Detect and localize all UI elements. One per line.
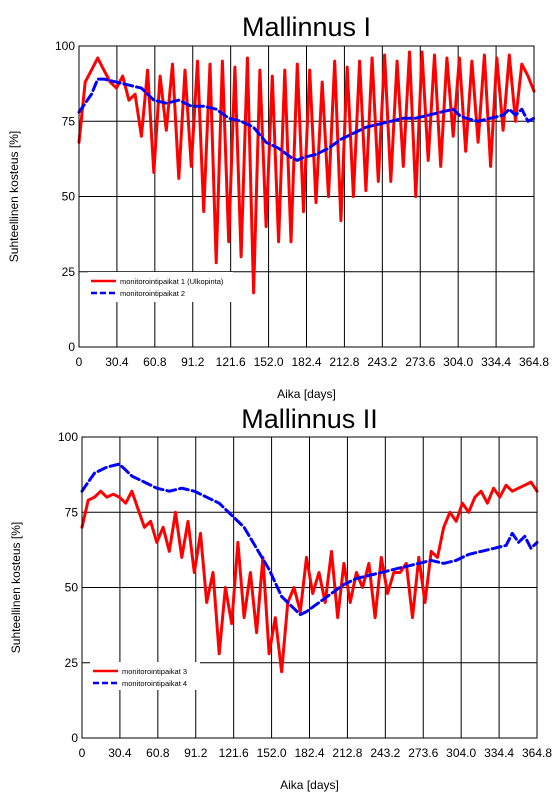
x-tick-label: 182.4 [291,355,321,369]
x-tick-label: 0 [76,355,83,369]
chart-title: Mallinnus I [242,12,371,42]
y-tick-label: 75 [65,505,79,519]
legend-box [88,272,233,302]
x-tick-label: 364.8 [522,746,552,760]
y-axis-label: Suhteellinen kosteus [%] [7,131,21,262]
x-tick-label: 91.2 [181,355,205,369]
series-line-2 [77,77,536,162]
x-tick-label: 60.8 [143,355,167,369]
x-tick-label: 152.0 [254,355,284,369]
x-tick-label: 212.8 [332,746,362,760]
chart-title: Mallinnus II [241,404,378,434]
x-tick-label: 121.6 [216,355,246,369]
x-tick-label: 0 [79,746,86,760]
x-tick-label: 60.8 [146,746,170,760]
x-tick-label: 243.2 [367,355,397,369]
x-tick-label: 304.0 [443,355,473,369]
y-tick-label: 0 [71,731,78,745]
legend: monitorointipaikat 1 (Ulkopinta) monitoro… [88,272,233,302]
series-line-2 [80,462,539,617]
series-line-1 [80,480,539,674]
y-tick-label: 25 [65,656,79,670]
legend-label: monitorointipaikat 3 [122,667,187,676]
x-tick-label: 364.8 [519,355,549,369]
plot-frame [78,45,535,348]
x-tick-label: 273.6 [405,355,435,369]
x-tick-label: 182.4 [294,746,324,760]
series-line-1 [77,50,536,295]
y-tick-label: 50 [62,190,76,204]
x-tick-label: 152.0 [257,746,287,760]
x-tick-label: 91.2 [184,746,208,760]
x-axis-label: Aika [days] [277,387,336,401]
chart-mallinnus-2: 0 30.4 60.8 91.2 121.6 152.0 182.4 212.8 243.2 27… [9,404,552,792]
x-tick-label: 334.4 [481,355,511,369]
x-tick-label: 212.8 [329,355,359,369]
y-tick-label: 75 [62,114,76,128]
y-axis-label: Suhteellinen kosteus [%] [9,522,23,653]
x-axis-label: Aika [days] [280,778,339,792]
x-tick-label: 273.6 [408,746,438,760]
y-tick-label: 0 [68,340,75,354]
x-tick-label: 334.4 [484,746,514,760]
legend-label: monitorointipaikat 2 [120,289,185,298]
legend: monitorointipaikat 3 monitorointipaikat 4 [90,662,200,690]
chart-mallinnus-1: 0 30.4 60.8 91.2 121.6 152.0 182.4 212.8 243.2 27… [7,12,549,401]
plot-frame [81,436,538,739]
x-tick-label: 243.2 [370,746,400,760]
legend-box [90,662,200,690]
x-tick-label: 121.6 [219,746,249,760]
legend-label: monitorointipaikat 4 [122,679,187,688]
y-tick-label: 100 [55,39,75,53]
y-tick-label: 25 [62,265,76,279]
legend-label: monitorointipaikat 1 (Ulkopinta) [120,277,224,286]
y-tick-label: 50 [65,581,79,595]
x-tick-label: 30.4 [108,746,132,760]
x-tick-label: 304.0 [446,746,476,760]
x-tick-label: 30.4 [105,355,129,369]
y-tick-label: 100 [58,430,78,444]
